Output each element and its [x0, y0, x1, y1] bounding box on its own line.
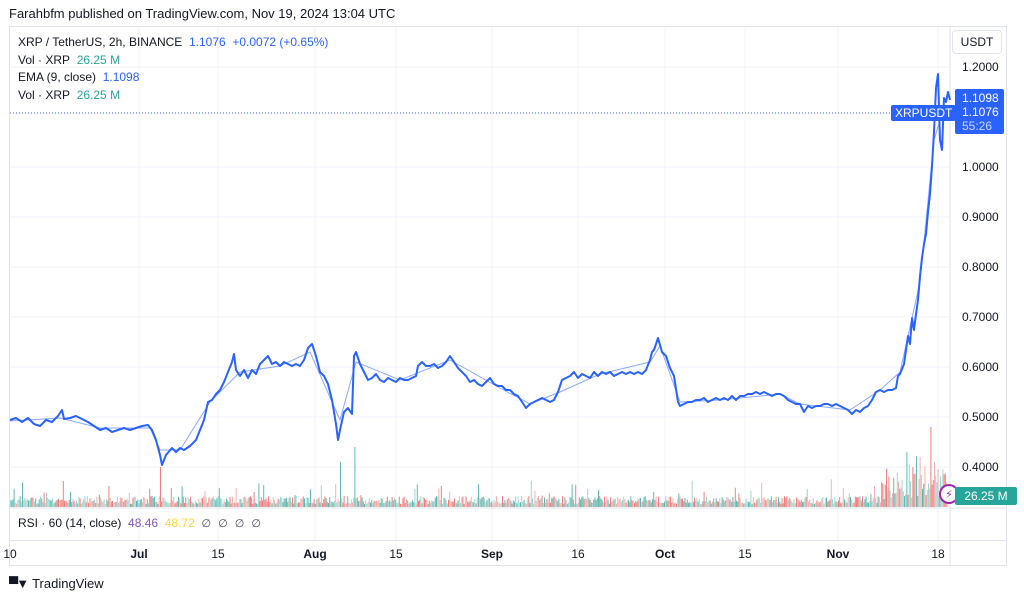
rsi-label: RSI · 60 (14, close) [18, 516, 122, 530]
vol-value: 26.25 M [76, 52, 121, 67]
x-tick: Jul [130, 547, 148, 561]
x-tick: 10 [3, 547, 17, 561]
rsi-na-values: ∅ ∅ ∅ ∅ [201, 518, 263, 530]
last-price-label: 1.1076 [962, 105, 999, 119]
x-tick: Nov [826, 547, 850, 561]
legend-change: +0.0072 (+0.65%) [232, 35, 329, 49]
brand-name: TradingView [32, 576, 104, 591]
x-tick: 18 [931, 547, 945, 561]
symbol-title: XRP / TetherUS, 2h, BINANCE [18, 35, 183, 49]
y-tick: 1.0000 [962, 160, 999, 174]
chart-frame [9, 26, 1007, 566]
legend-price: 1.1076 [188, 35, 226, 49]
tradingview-brand[interactable]: ▀▼ TradingView [9, 576, 104, 591]
y-tick: 0.8000 [962, 260, 999, 274]
symbol-price-tag: XRPUSDT [891, 105, 957, 121]
rsi-legend[interactable]: RSI · 60 (14, close) 48.46 48.72 ∅ ∅ ∅ ∅ [18, 516, 263, 530]
lightning-icon[interactable]: ⚡ [939, 484, 959, 504]
price-line [9, 73, 951, 466]
legend-vol-row[interactable]: Vol · XRP 26.25 M [18, 52, 328, 70]
volume-tag: 26.25 M [955, 487, 1017, 505]
vol2-value: 26.25 M [76, 87, 121, 102]
y-tick: 0.5000 [962, 410, 999, 424]
legend-ema-row[interactable]: EMA (9, close) 1.1098 [18, 69, 328, 87]
x-tick: 16 [571, 547, 585, 561]
rsi-value: 48.46 [128, 516, 159, 530]
bar-countdown: 55:26 [962, 119, 993, 133]
volume-bars [10, 427, 949, 507]
y-tick: 0.6000 [962, 360, 999, 374]
ema-label: EMA (9, close) [18, 70, 97, 84]
y-tick: 0.7000 [962, 310, 999, 324]
publish-line: Farahbfm published on TradingView.com, N… [9, 6, 396, 21]
rsi-ma-value: 48.72 [164, 516, 195, 530]
x-tick: 15 [389, 547, 403, 561]
tradingview-logo-icon: ▀▼ [9, 576, 29, 591]
x-tick: Oct [654, 547, 676, 561]
legend-vol2-row[interactable]: Vol · XRP 26.25 M [18, 87, 328, 105]
vol2-label: Vol · XRP [18, 87, 71, 102]
ema-value: 1.1098 [102, 70, 140, 84]
x-tick: Sep [480, 547, 504, 561]
time-axis[interactable]: 10 Jul 15 Aug 15 Sep 16 Oct 15 Nov 18 [3, 540, 1007, 565]
chart-legend: XRP / TetherUS, 2h, BINANCE 1.1076 +0.00… [18, 34, 328, 104]
y-tick: 1.2000 [962, 60, 999, 74]
vol-label: Vol · XRP [18, 52, 71, 67]
legend-symbol-row[interactable]: XRP / TetherUS, 2h, BINANCE 1.1076 +0.00… [18, 34, 328, 52]
last-price-box: 1.1098 1.1076 55:26 [955, 89, 1004, 134]
ema-line [9, 112, 951, 451]
y-tick: 0.4000 [962, 460, 999, 474]
y-tick: 0.9000 [962, 210, 999, 224]
ema-price-label: 1.1098 [962, 91, 999, 105]
x-tick: 15 [211, 547, 225, 561]
currency-button[interactable]: USDT [952, 30, 1002, 54]
x-tick: Aug [303, 547, 327, 561]
x-tick: 15 [738, 547, 752, 561]
